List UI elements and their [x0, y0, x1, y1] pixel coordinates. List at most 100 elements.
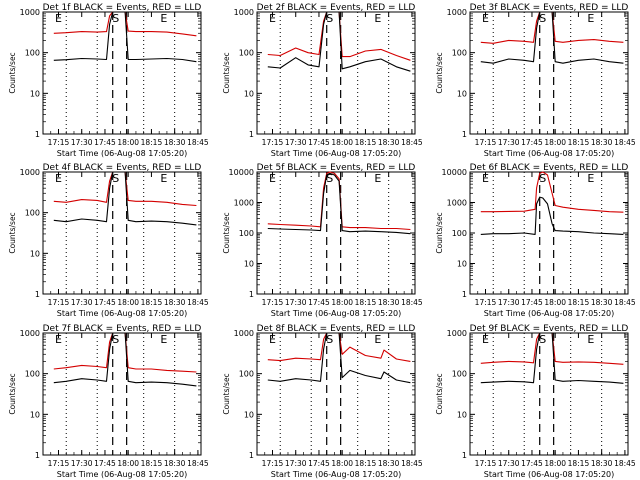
event-marker-e-right: E [587, 172, 594, 185]
x-tick-label: 17:30 [498, 459, 520, 468]
series-line-events [267, 11, 411, 72]
y-axis-label: Counts/sec [8, 212, 17, 253]
x-tick-label: 18:15 [568, 298, 590, 307]
y-tick-label: 100 [239, 49, 254, 58]
x-tick-label: 18:15 [355, 138, 377, 147]
event-marker-s: S [539, 172, 546, 185]
event-marker-e-right: E [587, 333, 594, 346]
y-tick-label: 10 [244, 410, 254, 419]
x-tick-label: 18:00 [544, 138, 566, 147]
chart-panel-1: Det 1f BLACK = Events, RED = LLD 1 10 100 10… [8, 3, 209, 158]
x-tick-label: 18:00 [117, 459, 139, 468]
x-axis-label: Start Time (06-Aug-08 17:05:20) [271, 309, 402, 318]
event-marker-e-left: E [482, 12, 489, 25]
y-tick-label: 1 [35, 290, 40, 299]
x-tick-label: 18:30 [591, 298, 613, 307]
series-line-events [267, 172, 411, 235]
y-tick-label: 10 [30, 89, 40, 98]
x-tick-label: 18:00 [331, 298, 353, 307]
x-tick-label: 17:45 [308, 138, 330, 147]
series-line-lld [267, 171, 411, 231]
event-marker-e-left: E [55, 12, 62, 25]
y-tick-label: 1000 [447, 199, 467, 208]
y-tick-label: 1000 [20, 8, 40, 17]
x-tick-label: 18:45 [401, 459, 423, 468]
x-tick-label: 18:00 [117, 138, 139, 147]
x-tick-label: 18:15 [141, 459, 163, 468]
series-line-events [53, 332, 197, 387]
y-tick-label: 1000 [20, 168, 40, 177]
series-line-lld [480, 171, 624, 213]
x-axis-label: Start Time (06-Aug-08 17:05:20) [57, 470, 188, 479]
y-tick-label: 10000 [229, 168, 254, 177]
x-tick-label: 18:45 [187, 298, 209, 307]
x-tick-label: 18:30 [164, 138, 186, 147]
y-tick-label: 10 [30, 249, 40, 258]
x-axis-label: Start Time (06-Aug-08 17:05:20) [57, 149, 188, 158]
x-tick-label: 17:45 [521, 138, 543, 147]
y-axis-label: Counts/sec [8, 52, 17, 93]
y-axis-label: Counts/sec [435, 373, 444, 414]
y-tick-label: 100 [25, 49, 40, 58]
series-line-events [480, 196, 624, 235]
x-tick-label: 18:45 [187, 138, 209, 147]
y-axis-label: Counts/sec [222, 212, 231, 253]
event-marker-s: S [326, 333, 333, 346]
y-tick-label: 10 [457, 89, 467, 98]
x-tick-label: 17:15 [262, 459, 284, 468]
x-tick-label: 18:45 [614, 138, 636, 147]
event-marker-e-right: E [160, 172, 167, 185]
event-marker-s: S [539, 333, 546, 346]
x-tick-label: 17:30 [71, 298, 93, 307]
event-marker-e-left: E [482, 333, 489, 346]
y-tick-label: 1000 [234, 199, 254, 208]
x-tick-label: 18:30 [378, 459, 400, 468]
x-tick-label: 17:15 [48, 138, 70, 147]
x-tick-label: 17:45 [308, 298, 330, 307]
x-tick-label: 17:15 [475, 459, 497, 468]
x-tick-label: 17:45 [94, 459, 116, 468]
y-tick-label: 1 [462, 130, 467, 139]
x-tick-label: 18:30 [378, 138, 400, 147]
y-tick-label: 100 [239, 229, 254, 238]
chart-panel-8: Det 8f BLACK = Events, RED = LLD 1 10 100 10… [222, 324, 423, 479]
x-tick-label: 18:15 [141, 298, 163, 307]
x-tick-label: 18:00 [544, 298, 566, 307]
x-tick-label: 18:45 [401, 298, 423, 307]
x-tick-label: 17:15 [48, 459, 70, 468]
y-axis-label: Counts/sec [222, 52, 231, 93]
x-tick-label: 18:15 [355, 298, 377, 307]
x-tick-label: 18:00 [117, 298, 139, 307]
event-marker-e-right: E [374, 333, 381, 346]
y-tick-label: 1 [35, 130, 40, 139]
chart-title: Det 5f BLACK = Events, RED = LLD [257, 163, 416, 173]
chart-panel-5: Det 5f BLACK = Events, RED = LLD 1 10 100 10… [222, 163, 423, 318]
event-marker-s: S [326, 12, 333, 25]
x-tick-label: 18:30 [378, 298, 400, 307]
y-tick-label: 10000 [442, 168, 467, 177]
y-tick-label: 1000 [20, 329, 40, 338]
event-marker-s: S [112, 172, 119, 185]
x-tick-label: 18:15 [141, 138, 163, 147]
x-tick-label: 18:30 [164, 459, 186, 468]
x-axis-label: Start Time (06-Aug-08 17:05:20) [271, 470, 402, 479]
event-marker-e-right: E [374, 172, 381, 185]
event-marker-e-left: E [269, 333, 276, 346]
y-tick-label: 100 [25, 209, 40, 218]
y-tick-label: 1 [462, 451, 467, 460]
chart-panel-9: Det 9f BLACK = Events, RED = LLD 1 10 100 10… [435, 324, 636, 479]
event-marker-s: S [326, 172, 333, 185]
event-marker-e-right: E [374, 12, 381, 25]
x-tick-label: 18:45 [614, 298, 636, 307]
x-tick-label: 18:45 [187, 459, 209, 468]
y-tick-label: 10 [457, 260, 467, 269]
series-line-events [53, 11, 197, 63]
x-tick-label: 17:15 [262, 138, 284, 147]
y-tick-label: 100 [452, 229, 467, 238]
event-marker-e-left: E [269, 172, 276, 185]
x-tick-label: 17:30 [285, 459, 307, 468]
x-tick-label: 17:30 [498, 138, 520, 147]
x-tick-label: 18:30 [164, 298, 186, 307]
chart-title: Det 9f BLACK = Events, RED = LLD [470, 324, 629, 334]
y-tick-label: 1000 [447, 329, 467, 338]
